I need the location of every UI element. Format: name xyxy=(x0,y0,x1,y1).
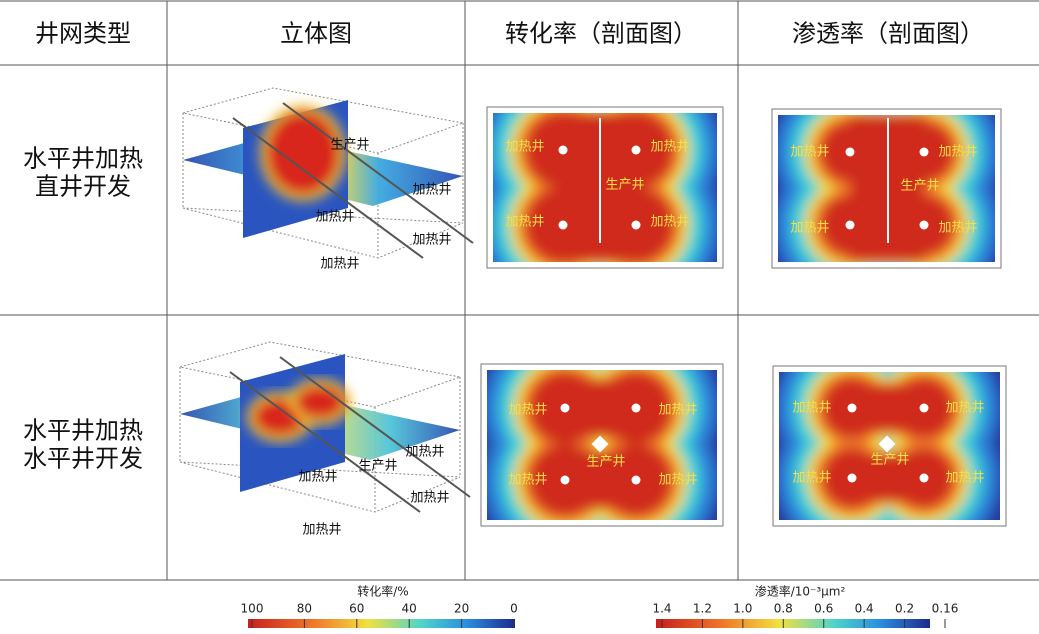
well-label: 加热井 xyxy=(945,471,984,486)
colorbar: 转化率/% xyxy=(248,584,515,628)
colorbar-tick-label: 40 xyxy=(402,602,417,616)
well-dot xyxy=(919,403,929,413)
colorbar-tick-label: 1.4 xyxy=(652,602,671,616)
well-dot xyxy=(845,147,855,157)
labels: 生产井 加热井 加热井 加热井 加热井 加热井 加热井 生产井 加热井 加热井 … xyxy=(298,138,984,538)
well-dot xyxy=(847,403,857,413)
row-type: 水平井加热 xyxy=(23,145,143,173)
well-dot xyxy=(560,475,570,485)
colorbar-tick-label: 100 xyxy=(241,602,264,616)
well-label: 加热井 xyxy=(405,445,444,460)
row-type: 水平井开发 xyxy=(23,445,143,473)
header-cell: 渗透率（剖面图） xyxy=(792,20,984,48)
well-dot xyxy=(558,145,568,155)
well-label: 加热井 xyxy=(658,473,697,488)
box-bottom xyxy=(182,207,464,259)
well-line xyxy=(229,371,421,513)
colorbar-tick-label: 0 xyxy=(510,602,518,616)
heat-map xyxy=(779,372,1000,520)
heat-zone xyxy=(260,105,346,201)
well-label: 加热井 xyxy=(650,140,689,155)
heat-zone xyxy=(852,384,924,432)
well-label: 加热井 xyxy=(412,233,451,248)
colorbar-title: 渗透率/10⁻³μm² xyxy=(755,584,846,599)
well-dot xyxy=(919,147,929,157)
colorbar-ticks: 100 80 60 40 20 0 1.4 1.2 1.0 0.8 0.6 0.4 0.2 0.16 xyxy=(241,602,959,628)
well-label: 加热井 xyxy=(650,215,689,230)
colorbar-tick-label: 1.2 xyxy=(693,602,712,616)
well-dot xyxy=(847,473,857,483)
well-line xyxy=(279,356,471,498)
well-label: 加热井 xyxy=(302,523,341,538)
well-label: 加热井 xyxy=(505,215,544,230)
well-label: 生产井 xyxy=(605,178,644,193)
production-well xyxy=(591,435,609,453)
well-label: 生产井 xyxy=(586,455,625,470)
well-label: 加热井 xyxy=(315,210,354,225)
heat-zone xyxy=(565,452,636,508)
table-grid xyxy=(0,0,1039,581)
header-cell: 转化率（剖面图） xyxy=(505,20,697,48)
well-label: 加热井 xyxy=(508,473,547,488)
well-label: 加热井 xyxy=(658,403,697,418)
well-dot xyxy=(631,403,641,413)
well-label: 生产井 xyxy=(358,459,397,474)
well-label: 加热井 xyxy=(508,403,547,418)
well-dot xyxy=(560,403,570,413)
colorbar-tick-label: 0.6 xyxy=(814,602,833,616)
colorbar-tick-label: 60 xyxy=(349,602,364,616)
well-label: 加热井 xyxy=(410,491,449,506)
well-dot xyxy=(919,220,929,230)
well-label: 生产井 xyxy=(900,179,939,194)
heat-zone xyxy=(852,454,924,502)
well-dot xyxy=(631,475,641,485)
production-well xyxy=(878,435,896,453)
colorbar-tick-label: 1.0 xyxy=(733,602,752,616)
well-label: 加热井 xyxy=(790,145,829,160)
well-label: 加热井 xyxy=(412,183,451,198)
well-label: 加热井 xyxy=(945,401,984,416)
row-type: 直井开发 xyxy=(35,173,131,201)
well-label: 加热井 xyxy=(938,145,977,160)
heat-map xyxy=(778,115,995,262)
colorbar-title: 转化率/% xyxy=(357,584,408,599)
well-label: 加热井 xyxy=(938,221,977,236)
well-label: 加热井 xyxy=(298,470,337,485)
view-3d xyxy=(179,341,471,513)
panels xyxy=(179,87,1007,527)
view-3d xyxy=(182,87,474,259)
row-type: 水平井加热 xyxy=(23,417,143,445)
colorbar-tick-label: 20 xyxy=(454,602,469,616)
well-line xyxy=(282,102,474,244)
header-cell: 立体图 xyxy=(280,20,352,48)
colorbar-tick-label: 0.8 xyxy=(774,602,793,616)
colorbar: 渗透率/10⁻³μm² xyxy=(656,584,930,628)
well-dot xyxy=(558,220,568,230)
well-dot xyxy=(845,220,855,230)
well-dot xyxy=(919,473,929,483)
well-label: 加热井 xyxy=(320,257,359,272)
header-cell: 井网类型 xyxy=(35,20,131,48)
heat-zone xyxy=(289,379,351,425)
colorbar-tick-label: 0.4 xyxy=(855,602,874,616)
colorbar-tick-label: 0.16 xyxy=(932,602,959,616)
well-label: 加热井 xyxy=(792,401,831,416)
well-label: 生产井 xyxy=(870,453,909,468)
box-bottom xyxy=(179,461,461,513)
well-label: 加热井 xyxy=(790,221,829,236)
well-dot xyxy=(631,145,641,155)
colorbar-tick-label: 80 xyxy=(297,602,312,616)
well-line xyxy=(232,117,424,259)
colorbar-gradient xyxy=(656,619,930,628)
well-dot xyxy=(631,220,641,230)
colorbar-gradient xyxy=(248,619,515,628)
well-label: 加热井 xyxy=(505,140,544,155)
well-label: 生产井 xyxy=(330,138,369,153)
colorbar-tick-label: 0.2 xyxy=(895,602,914,616)
heat-zone xyxy=(565,380,636,436)
well-label: 加热井 xyxy=(792,471,831,486)
